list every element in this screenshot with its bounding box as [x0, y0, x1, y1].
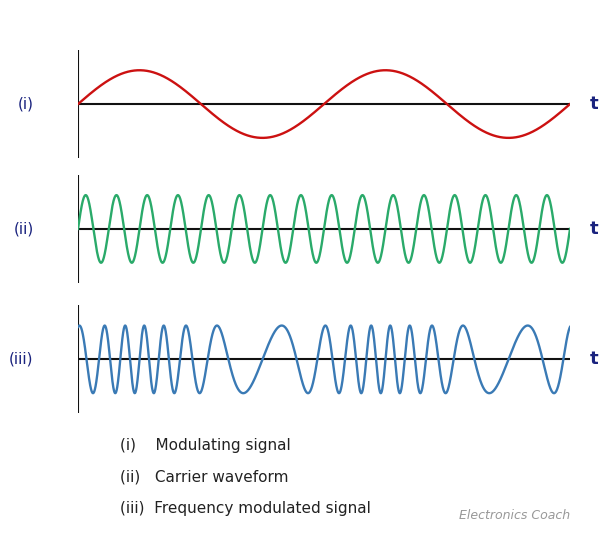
Text: (i)    Modulating signal: (i) Modulating signal	[120, 438, 291, 453]
Text: t: t	[590, 220, 598, 238]
Text: t: t	[590, 350, 598, 369]
Text: (iii)  Frequency modulated signal: (iii) Frequency modulated signal	[120, 501, 371, 516]
Text: (ii): (ii)	[13, 221, 34, 236]
Text: (iii): (iii)	[9, 352, 34, 367]
Text: t: t	[590, 95, 598, 113]
Text: (i): (i)	[18, 97, 34, 112]
Text: (ii)   Carrier waveform: (ii) Carrier waveform	[120, 470, 289, 485]
Text: Electronics Coach: Electronics Coach	[459, 509, 570, 522]
